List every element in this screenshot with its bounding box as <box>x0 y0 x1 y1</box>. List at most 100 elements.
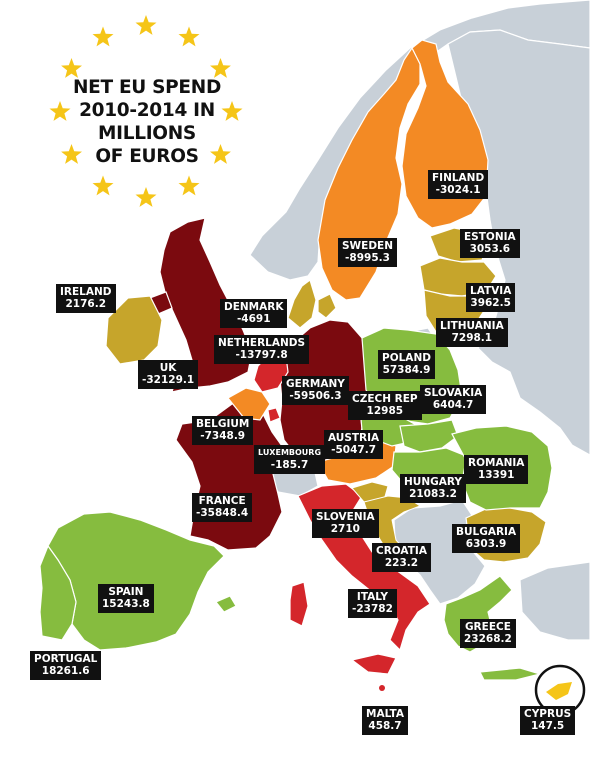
label-portugal: PORTUGAL 18261.6 <box>30 651 102 680</box>
label-name: CYPRUS <box>524 708 572 720</box>
label-estonia: ESTONIA 3053.6 <box>460 229 520 258</box>
label-name: LATVIA <box>470 285 512 297</box>
label-uk: UK -32129.1 <box>138 360 199 389</box>
star-icon <box>210 144 231 164</box>
label-name: UK <box>159 362 177 374</box>
label-name: SLOVENIA <box>316 511 375 523</box>
star-icon <box>135 187 157 207</box>
label-name: GREECE <box>464 621 511 633</box>
denmark-islands-shape <box>317 293 337 319</box>
label-value: 23268.2 <box>464 633 512 645</box>
label-name: IRELAND <box>60 286 112 298</box>
label-value: 21083.2 <box>409 488 457 500</box>
label-name: ROMANIA <box>468 457 525 469</box>
label-slovenia: SLOVENIA 2710 <box>312 509 379 538</box>
label-name: CZECH REP <box>352 393 418 405</box>
ireland-shape <box>105 295 163 365</box>
star-icon <box>221 101 243 121</box>
label-name: MALTA <box>366 708 405 720</box>
sicily-shape <box>350 653 397 675</box>
label-germany: GERMANY -59506.3 <box>282 376 349 405</box>
label-name: CROATIA <box>376 545 427 557</box>
label-name: ESTONIA <box>464 231 516 243</box>
label-latvia: LATVIA 3962.5 <box>466 283 516 312</box>
label-value: 2710 <box>330 523 360 535</box>
turkey-shape <box>519 561 590 641</box>
label-greece: GREECE 23268.2 <box>460 619 516 648</box>
label-croatia: CROATIA 223.2 <box>372 543 431 572</box>
star-icon <box>61 144 82 164</box>
slovenia-shape <box>351 481 389 503</box>
star-icon <box>61 58 82 78</box>
label-name: ITALY <box>356 591 388 603</box>
label-name: FRANCE <box>198 495 246 507</box>
map-title: NET EU SPEND 2010-2014 IN MILLIONS OF EU… <box>72 76 222 168</box>
label-value: 15243.8 <box>102 598 150 610</box>
title-line: OF EUROS <box>95 146 199 167</box>
label-name: LITHUANIA <box>440 320 504 332</box>
star-icon <box>92 26 114 47</box>
label-sweden: SWEDEN -8995.3 <box>338 238 397 267</box>
label-name: SLOVAKIA <box>424 387 483 399</box>
label-value: -13797.8 <box>235 349 288 361</box>
label-value: -185.7 <box>270 459 309 471</box>
label-value: -35848.4 <box>196 507 249 519</box>
label-value: -4691 <box>236 313 271 325</box>
label-value: -59506.3 <box>289 390 342 402</box>
slovakia-shape <box>399 419 459 453</box>
star-icon <box>135 15 157 35</box>
label-czech: CZECH REP 12985 <box>348 391 422 420</box>
label-name: AUSTRIA <box>328 432 380 444</box>
label-netherlands: NETHERLANDS -13797.8 <box>214 335 310 364</box>
label-name: GERMANY <box>286 378 345 390</box>
label-name: POLAND <box>382 352 431 364</box>
label-name: SPAIN <box>108 586 144 598</box>
label-finland: FINLAND -3024.1 <box>428 170 489 199</box>
star-icon <box>92 175 114 196</box>
label-poland: POLAND 57384.9 <box>378 350 435 379</box>
label-value: 6303.9 <box>465 538 507 550</box>
crete-shape <box>479 667 543 681</box>
label-name: FINLAND <box>432 172 485 184</box>
label-spain: SPAIN 15243.8 <box>98 584 154 613</box>
label-value: 57384.9 <box>382 364 431 376</box>
label-value: 458.7 <box>368 720 402 732</box>
label-value: -3024.1 <box>435 184 481 196</box>
label-italy: ITALY -23782 <box>348 589 397 618</box>
label-bulgaria: BULGARIA 6303.9 <box>452 524 521 553</box>
sardinia-shape <box>289 581 309 627</box>
label-slovakia: SLOVAKIA 6404.7 <box>420 385 487 414</box>
label-value: -32129.1 <box>142 374 195 386</box>
label-cyprus: CYPRUS 147.5 <box>520 706 576 735</box>
title-line: 2010-2014 IN <box>79 100 215 121</box>
label-value: 7298.1 <box>451 332 493 344</box>
label-value: 13391 <box>477 469 515 481</box>
label-france: FRANCE -35848.4 <box>192 493 253 522</box>
eu-stars <box>49 15 243 207</box>
star-icon <box>210 58 231 78</box>
label-lithuania: LITHUANIA 7298.1 <box>436 318 508 347</box>
denmark-shape <box>287 279 317 329</box>
label-austria: AUSTRIA -5047.7 <box>324 430 384 459</box>
balearic-shape <box>215 595 237 613</box>
label-value: -8995.3 <box>345 252 390 264</box>
label-romania: ROMANIA 13391 <box>464 455 529 484</box>
label-value: -23782 <box>352 603 393 615</box>
malta-shape <box>379 685 385 691</box>
label-denmark: DENMARK -4691 <box>220 299 288 328</box>
label-name: HUNGARY <box>404 476 462 488</box>
cyprus-shape <box>546 682 572 700</box>
label-name: BULGARIA <box>456 526 517 538</box>
label-ireland: IRELAND 2176.2 <box>56 284 116 313</box>
label-value: 2176.2 <box>65 298 107 310</box>
label-name: DENMARK <box>224 301 284 313</box>
label-name: SWEDEN <box>342 240 393 252</box>
label-value: 223.2 <box>384 557 419 569</box>
label-name: BELGIUM <box>196 418 250 430</box>
label-luxembourg: LUXEMBOURG -185.7 <box>254 445 326 474</box>
portugal-shape <box>39 544 77 641</box>
star-icon <box>178 26 200 47</box>
label-malta: MALTA 458.7 <box>362 706 409 735</box>
label-value: -7348.9 <box>200 430 246 442</box>
